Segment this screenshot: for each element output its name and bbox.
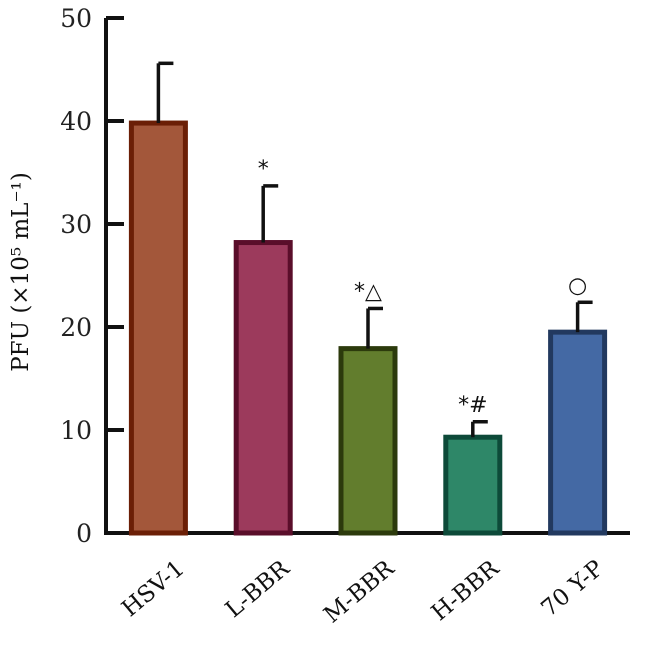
annotation-3: *# xyxy=(458,393,487,418)
annotation-4: ○ xyxy=(568,273,587,298)
category-label-4: 70 Y-P xyxy=(537,556,609,623)
y-tick-label-3: 30 xyxy=(60,210,92,239)
y-axis: 0 10 20 30 40 50 xyxy=(60,4,124,548)
bars xyxy=(128,120,608,536)
bar-2 xyxy=(338,346,398,536)
y-tick-label-1: 10 xyxy=(60,416,92,445)
y-axis-label: PFU (×10⁵ mL⁻¹) xyxy=(8,172,34,372)
category-label-3: H-BBR xyxy=(427,555,505,626)
annotations: * *△ *# ○ xyxy=(258,157,588,418)
category-label-0: HSV-1 xyxy=(117,556,189,623)
bar-0 xyxy=(128,120,188,536)
category-labels: HSV-1 L-BBR M-BBR H-BBR 70 Y-P xyxy=(117,555,609,628)
y-tick-label-0: 0 xyxy=(76,519,92,548)
y-tick-label-4: 40 xyxy=(60,107,92,136)
bar-3 xyxy=(443,434,503,536)
y-tick-label-2: 20 xyxy=(60,313,92,342)
y-tick-label-5: 50 xyxy=(60,4,92,33)
category-label-1: L-BBR xyxy=(221,555,295,623)
bar-1 xyxy=(233,240,293,536)
error-bars xyxy=(156,61,593,438)
bar-4 xyxy=(548,329,608,536)
category-label-2: M-BBR xyxy=(319,555,399,628)
annotation-1: * xyxy=(258,157,269,182)
annotation-2: *△ xyxy=(354,279,382,304)
